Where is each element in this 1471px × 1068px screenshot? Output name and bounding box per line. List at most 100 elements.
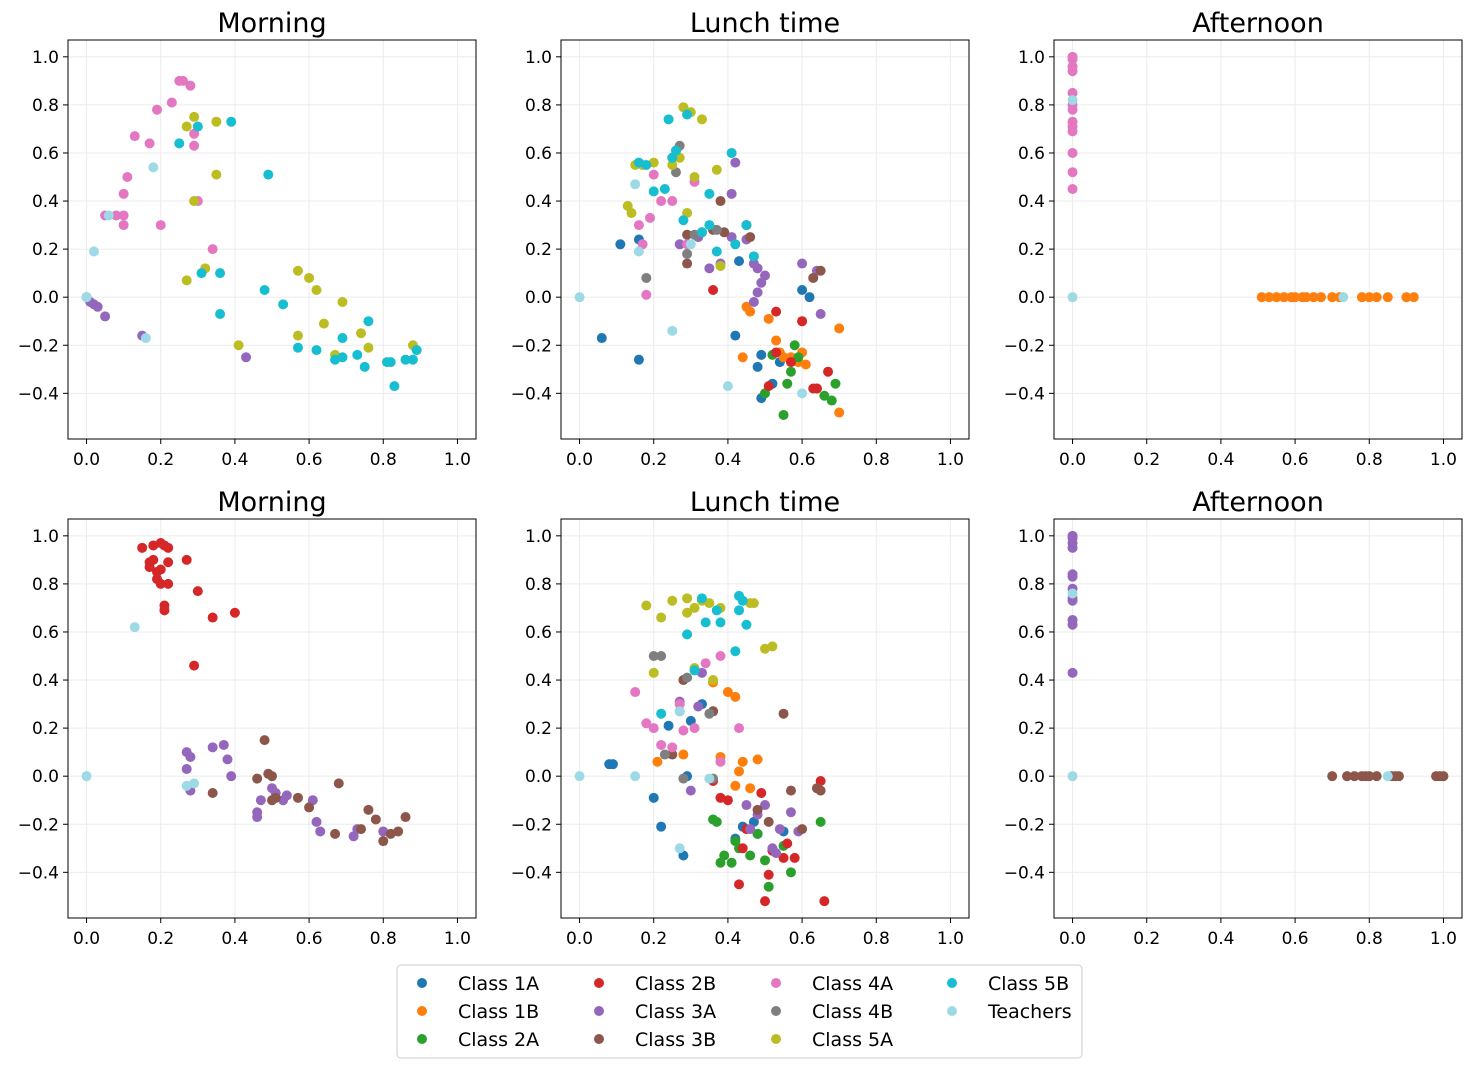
scatter-point bbox=[652, 756, 663, 767]
series-class-1b bbox=[1256, 292, 1419, 303]
scatter-point bbox=[760, 855, 770, 866]
scatter-point bbox=[259, 735, 270, 746]
scatter-point bbox=[1382, 771, 1393, 782]
y-tick-label: 0.0 bbox=[525, 767, 552, 787]
legend-marker bbox=[947, 978, 957, 988]
scatter-point bbox=[648, 723, 659, 734]
scatter-point bbox=[685, 239, 696, 250]
scatter-point bbox=[626, 208, 637, 219]
x-tick-label: 0.6 bbox=[789, 929, 816, 949]
scatter-point bbox=[774, 824, 785, 835]
x-tick-label: 1.0 bbox=[444, 450, 471, 470]
series-class-5a bbox=[181, 111, 418, 360]
scatter-point bbox=[1438, 771, 1449, 782]
y-tick-label: 0.4 bbox=[1018, 671, 1045, 691]
scatter-point bbox=[771, 848, 782, 859]
x-tick-label: 0.4 bbox=[714, 929, 741, 949]
scatter-point bbox=[185, 751, 196, 762]
scatter-point bbox=[737, 352, 748, 363]
scatter-point bbox=[797, 824, 808, 835]
legend: Class 1A Class 1B Class 2A Class 2B Class 3A… bbox=[396, 964, 1083, 1059]
series-teachers bbox=[574, 706, 715, 854]
y-tick-label: −0.2 bbox=[18, 336, 59, 356]
series-class-3b bbox=[1327, 771, 1449, 782]
x-tick-label: 0.0 bbox=[73, 450, 100, 470]
scatter-point bbox=[189, 111, 200, 122]
scatter-point bbox=[574, 292, 585, 303]
scatter-point bbox=[715, 617, 726, 628]
scatter-point bbox=[771, 347, 782, 358]
scatter-point bbox=[385, 357, 396, 368]
legend-marker bbox=[594, 1006, 604, 1016]
scatter-point bbox=[211, 169, 222, 180]
y-tick-label: 0.4 bbox=[32, 192, 59, 212]
scatter-point bbox=[122, 172, 133, 183]
scatter-point bbox=[737, 595, 748, 606]
scatter-point bbox=[648, 792, 659, 803]
scatter-point bbox=[722, 795, 733, 806]
scatter-point bbox=[752, 361, 763, 372]
scatter-point bbox=[763, 313, 774, 324]
y-tick-label: 1.0 bbox=[525, 48, 552, 68]
legend-item: Class 1B bbox=[417, 1001, 539, 1023]
x-tick-label: 0.4 bbox=[714, 450, 741, 470]
scatter-point bbox=[181, 275, 192, 286]
legend-item: Class 3A bbox=[594, 1001, 716, 1023]
scatter-point bbox=[656, 821, 667, 832]
scatter-point bbox=[734, 879, 745, 890]
scatter-point bbox=[241, 352, 252, 363]
legend-label: Teachers bbox=[987, 1001, 1072, 1023]
legend-item: Class 5B bbox=[947, 973, 1069, 995]
legend-item: Class 1A bbox=[417, 973, 539, 995]
scatter-point bbox=[730, 239, 741, 250]
y-tick-label: 0.0 bbox=[32, 288, 59, 308]
y-tick-label: 0.6 bbox=[525, 623, 552, 643]
y-tick-label: 1.0 bbox=[1018, 527, 1045, 547]
series-class-5b bbox=[174, 116, 422, 392]
legend-label: Class 1B bbox=[458, 1001, 539, 1023]
scatter-point bbox=[229, 607, 240, 618]
scatter-point bbox=[226, 116, 237, 127]
scatter-point bbox=[704, 773, 715, 784]
scatter-point bbox=[682, 593, 693, 604]
y-tick-label: 0.6 bbox=[32, 144, 59, 164]
scatter-point bbox=[1308, 292, 1319, 303]
scatter-point bbox=[118, 220, 129, 231]
scatter-point bbox=[1067, 126, 1078, 137]
scatter-panel-6: 0.0 0.2 0.4 0.6 0.8 1.0 1.0 0.8 0.6 0.4 0.2 0.0 −0.2… bbox=[1004, 487, 1463, 949]
scatter-point bbox=[1067, 667, 1078, 678]
legend-marker bbox=[771, 978, 781, 988]
x-tick-label: 0.0 bbox=[1059, 450, 1086, 470]
scatter-point bbox=[155, 220, 166, 231]
scatter-point bbox=[641, 159, 652, 170]
scatter-point bbox=[778, 708, 789, 719]
scatter-point bbox=[163, 557, 174, 568]
y-tick-label: −0.4 bbox=[1004, 384, 1045, 404]
scatter-point bbox=[1393, 771, 1404, 782]
scatter-point bbox=[1301, 292, 1312, 303]
scatter-point bbox=[748, 296, 759, 307]
x-tick-label: 0.8 bbox=[1356, 450, 1383, 470]
panel-title: Morning bbox=[217, 487, 326, 518]
series-class-2b bbox=[137, 538, 240, 671]
scatter-point bbox=[1067, 167, 1078, 178]
y-tick-label: −0.4 bbox=[511, 384, 552, 404]
axes-frame bbox=[560, 39, 970, 440]
scatter-point bbox=[648, 169, 659, 180]
scatter-point bbox=[756, 788, 767, 799]
scatter-point bbox=[737, 843, 748, 854]
scatter-point bbox=[756, 349, 767, 360]
scatter-point bbox=[181, 763, 192, 774]
scatter-point bbox=[682, 229, 693, 240]
legend-label: Class 5A bbox=[812, 1029, 893, 1051]
series-class-1a bbox=[596, 234, 815, 404]
scatter-point bbox=[304, 272, 315, 283]
scatter-point bbox=[682, 629, 693, 640]
scatter-point bbox=[667, 595, 678, 606]
y-tick-label: 0.2 bbox=[1018, 719, 1045, 739]
scatter-point bbox=[730, 646, 741, 657]
scatter-point bbox=[1327, 771, 1338, 782]
scatter-point bbox=[233, 340, 244, 351]
y-tick-label: 0.4 bbox=[525, 192, 552, 212]
